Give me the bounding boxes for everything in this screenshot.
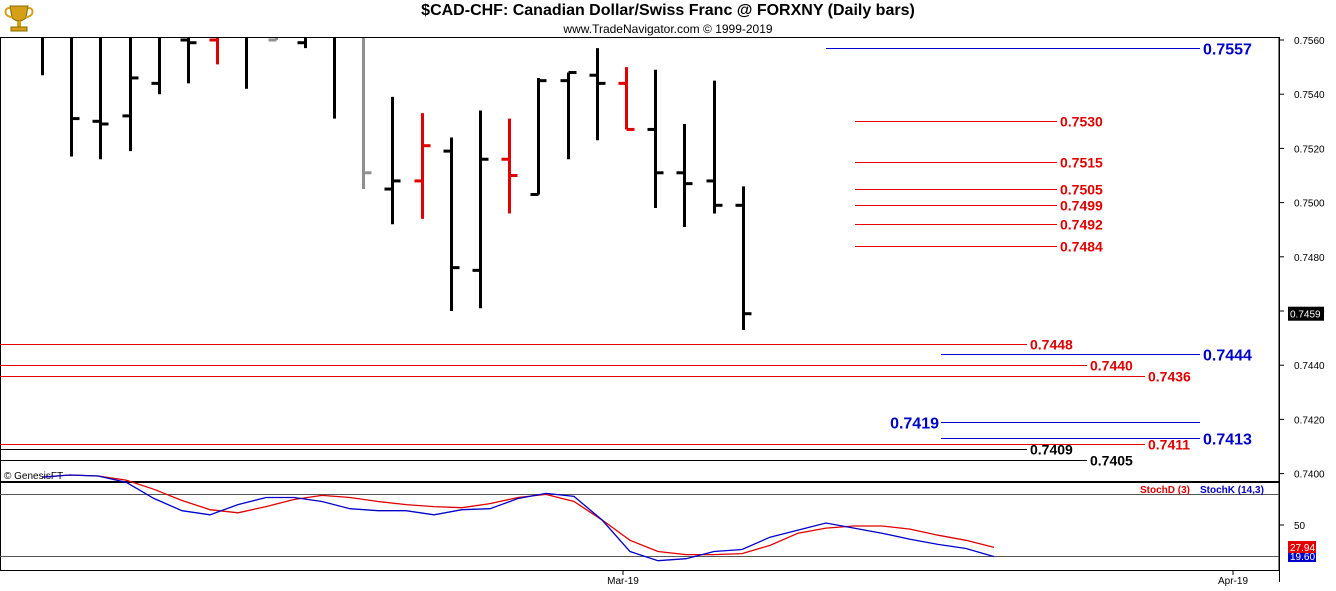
x-axis-tick-label: Mar-19	[607, 576, 639, 587]
level-label: 0.7530	[1060, 114, 1103, 130]
level-label: 0.7405	[1090, 453, 1133, 469]
level-label: 0.7440	[1090, 358, 1133, 374]
gold-trophy-icon	[2, 2, 36, 34]
price-axis-tick-label: 0.7500	[1294, 199, 1325, 210]
watermark-text: © GenesisFT	[4, 471, 63, 482]
stoch-panel-frame	[0, 482, 1280, 571]
chart-title: $CAD-CHF: Canadian Dollar/Swiss Franc @ …	[421, 2, 915, 19]
level-label: 0.7484	[1060, 239, 1103, 255]
last-price-box	[1288, 306, 1324, 321]
level-label: 0.7515	[1060, 155, 1103, 171]
price-axis-tick-label: 0.7420	[1294, 415, 1325, 426]
stoch-legend-d: StochD (3)	[1140, 485, 1190, 496]
stoch-series-line	[41, 474, 995, 562]
price-axis-tick-label: 0.7560	[1294, 36, 1325, 47]
price-axis-tick-label: 0.7440	[1294, 361, 1325, 372]
level-label: 0.7505	[1060, 182, 1103, 198]
stoch-d-last-box	[1288, 541, 1316, 553]
price-axis-tick-label: 0.7480	[1294, 253, 1325, 264]
stoch-series-line	[41, 474, 995, 556]
price-axis-tick-label: 0.7400	[1294, 470, 1325, 481]
level-label: 0.7411	[1148, 437, 1190, 453]
price-axis-tick-label: 0.7540	[1294, 90, 1325, 101]
level-label: 0.7492	[1060, 217, 1103, 233]
level-label: 0.7557	[1203, 42, 1252, 59]
level-label: 0.7409	[1030, 442, 1073, 458]
price-panel-frame	[0, 37, 1280, 482]
last-price-label: 0.7459	[1290, 310, 1321, 321]
level-label: 0.7444	[1203, 348, 1252, 365]
stoch-legend-k: StochK (14,3)	[1200, 485, 1264, 496]
level-label: 0.7448	[1030, 337, 1073, 353]
stoch-d-last-label: 27.94	[1290, 543, 1315, 554]
price-axis-tick-label: 0.7520	[1294, 144, 1325, 155]
level-label: 0.7413	[1203, 432, 1252, 449]
copyright-text: www.TradeNavigator.com © 1999-2019	[563, 22, 773, 36]
stoch-axis-tick-label: 50	[1294, 521, 1306, 532]
level-label: 0.7436	[1148, 369, 1191, 385]
x-axis-tick-label: Apr-19	[1218, 576, 1248, 587]
level-label: 0.7419	[890, 416, 939, 433]
level-label: 0.7499	[1060, 198, 1103, 214]
stoch-k-last-label: 19.60	[1290, 552, 1315, 563]
